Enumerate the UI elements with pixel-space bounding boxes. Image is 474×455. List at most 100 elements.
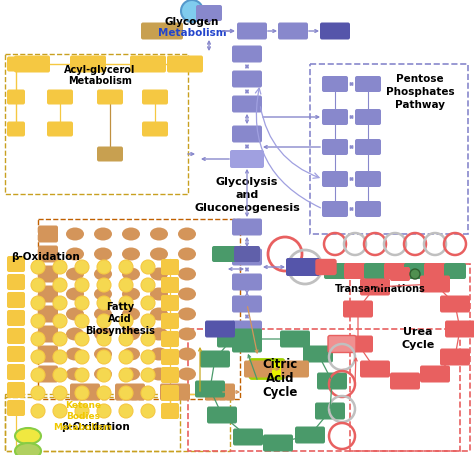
- Text: Acid: Acid: [108, 313, 132, 324]
- Circle shape: [181, 1, 203, 23]
- Ellipse shape: [122, 348, 140, 361]
- Ellipse shape: [94, 288, 112, 301]
- FancyBboxPatch shape: [142, 90, 168, 105]
- Ellipse shape: [178, 328, 196, 341]
- Circle shape: [141, 350, 155, 364]
- FancyBboxPatch shape: [38, 286, 58, 303]
- Circle shape: [97, 368, 111, 382]
- Ellipse shape: [178, 348, 196, 361]
- FancyBboxPatch shape: [404, 263, 426, 279]
- FancyBboxPatch shape: [281, 361, 309, 378]
- Ellipse shape: [150, 328, 168, 341]
- FancyBboxPatch shape: [217, 331, 247, 348]
- Circle shape: [141, 404, 155, 418]
- FancyBboxPatch shape: [97, 147, 123, 162]
- Ellipse shape: [15, 428, 41, 444]
- Circle shape: [119, 314, 133, 328]
- FancyBboxPatch shape: [280, 331, 310, 348]
- Ellipse shape: [122, 268, 140, 281]
- Ellipse shape: [178, 268, 196, 281]
- FancyBboxPatch shape: [196, 6, 222, 22]
- FancyBboxPatch shape: [237, 24, 267, 40]
- FancyBboxPatch shape: [390, 373, 420, 389]
- Ellipse shape: [94, 248, 112, 261]
- FancyBboxPatch shape: [232, 321, 262, 338]
- Circle shape: [53, 278, 67, 293]
- Ellipse shape: [122, 228, 140, 241]
- FancyBboxPatch shape: [322, 172, 348, 187]
- Circle shape: [31, 350, 45, 364]
- Text: Pentose: Pentose: [396, 74, 444, 84]
- Text: Metabolism: Metabolism: [68, 76, 132, 86]
- FancyBboxPatch shape: [232, 274, 262, 291]
- FancyBboxPatch shape: [115, 384, 145, 400]
- FancyBboxPatch shape: [232, 46, 262, 63]
- Ellipse shape: [15, 443, 41, 455]
- Text: β-Oxidation: β-Oxidation: [61, 421, 129, 431]
- Circle shape: [31, 314, 45, 328]
- Circle shape: [75, 314, 89, 328]
- FancyBboxPatch shape: [440, 296, 470, 313]
- FancyBboxPatch shape: [161, 295, 179, 311]
- Text: Fatty: Fatty: [106, 301, 134, 311]
- FancyBboxPatch shape: [161, 331, 179, 347]
- Ellipse shape: [66, 368, 84, 381]
- Ellipse shape: [150, 248, 168, 261]
- Bar: [350, 264, 470, 451]
- Circle shape: [97, 350, 111, 364]
- FancyBboxPatch shape: [205, 384, 235, 400]
- Circle shape: [53, 386, 67, 400]
- FancyBboxPatch shape: [7, 364, 25, 380]
- FancyBboxPatch shape: [7, 293, 25, 308]
- Circle shape: [97, 332, 111, 346]
- FancyBboxPatch shape: [234, 247, 260, 263]
- FancyBboxPatch shape: [324, 263, 346, 279]
- FancyBboxPatch shape: [244, 361, 272, 378]
- Ellipse shape: [94, 228, 112, 241]
- FancyBboxPatch shape: [278, 24, 308, 40]
- FancyBboxPatch shape: [70, 384, 100, 400]
- FancyBboxPatch shape: [444, 263, 466, 279]
- FancyBboxPatch shape: [232, 336, 262, 353]
- Circle shape: [53, 314, 67, 328]
- FancyBboxPatch shape: [344, 263, 366, 279]
- Bar: [188, 329, 460, 451]
- FancyBboxPatch shape: [420, 366, 450, 383]
- Circle shape: [31, 404, 45, 418]
- Text: Biosynthesis: Biosynthesis: [85, 325, 155, 335]
- FancyBboxPatch shape: [38, 346, 58, 363]
- FancyBboxPatch shape: [360, 361, 390, 378]
- Text: Citric: Citric: [263, 357, 298, 370]
- FancyBboxPatch shape: [195, 381, 225, 398]
- Text: Urea: Urea: [403, 326, 433, 336]
- FancyBboxPatch shape: [420, 276, 450, 293]
- Circle shape: [97, 278, 111, 293]
- FancyBboxPatch shape: [355, 202, 381, 217]
- Circle shape: [410, 269, 420, 279]
- FancyBboxPatch shape: [424, 263, 446, 279]
- Text: Acid: Acid: [266, 371, 294, 384]
- Ellipse shape: [66, 348, 84, 361]
- Ellipse shape: [66, 288, 84, 301]
- Text: β-Oxidation: β-Oxidation: [10, 252, 79, 262]
- Circle shape: [119, 296, 133, 310]
- FancyBboxPatch shape: [38, 266, 58, 283]
- FancyBboxPatch shape: [161, 403, 179, 419]
- FancyBboxPatch shape: [142, 122, 168, 137]
- Ellipse shape: [94, 328, 112, 341]
- FancyBboxPatch shape: [7, 400, 25, 416]
- FancyBboxPatch shape: [364, 263, 386, 279]
- FancyBboxPatch shape: [38, 326, 58, 343]
- FancyBboxPatch shape: [315, 403, 345, 420]
- Circle shape: [75, 296, 89, 310]
- Ellipse shape: [66, 268, 84, 281]
- FancyBboxPatch shape: [161, 385, 179, 401]
- FancyBboxPatch shape: [232, 71, 262, 88]
- Ellipse shape: [150, 268, 168, 281]
- FancyBboxPatch shape: [212, 247, 238, 263]
- FancyBboxPatch shape: [355, 172, 381, 187]
- Circle shape: [53, 332, 67, 346]
- FancyBboxPatch shape: [328, 336, 356, 353]
- Circle shape: [141, 296, 155, 310]
- Circle shape: [119, 260, 133, 274]
